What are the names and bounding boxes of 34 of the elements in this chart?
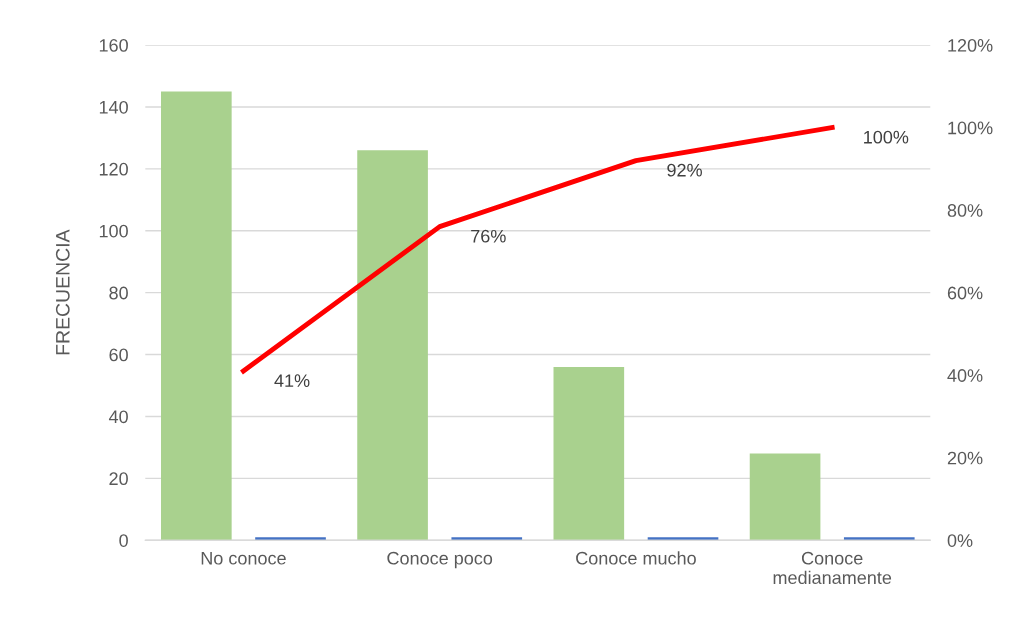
y2-tick-label: 60% (947, 286, 983, 300)
bar (749, 453, 821, 541)
data-label: 92% (667, 163, 702, 177)
line-series (240, 125, 835, 374)
y2-tick-label: 0% (947, 534, 973, 547)
bar (451, 537, 523, 541)
y2-tick-label: 40% (947, 369, 983, 382)
bar (553, 366, 625, 541)
y2-tick-label: 20% (947, 451, 983, 465)
x-tick-label: No conoce (201, 552, 286, 565)
bar (161, 91, 232, 541)
y2-tick-label: 120% (948, 39, 993, 52)
x-tick-label: Conoce mucho (576, 551, 696, 565)
bar (357, 150, 428, 541)
y2-tick-label: 100% (948, 121, 993, 135)
data-label: 76% (471, 229, 506, 243)
y-tick-label: 160 (99, 39, 128, 52)
data-label: 100% (864, 130, 909, 144)
y-tick-label: 100 (99, 224, 128, 238)
y-tick-label: 0 (119, 534, 128, 547)
y2-tick-label: 80% (947, 204, 983, 217)
y-tick-label: 120 (99, 162, 128, 176)
y-axis-title: FRECUENCIA (55, 229, 70, 355)
y-tick-label: 80 (109, 286, 128, 300)
y-tick-label: 60 (109, 348, 128, 362)
y-tick-label: 140 (99, 100, 128, 114)
data-label: 41% (274, 374, 310, 387)
x-tick-label: Conoce poco (387, 551, 493, 569)
bar (647, 537, 719, 541)
bar (843, 537, 915, 541)
x-tick-label: Conoce medianamente (773, 551, 892, 585)
y-tick-label: 40 (108, 410, 128, 424)
bar (255, 537, 326, 541)
y-tick-label: 20 (109, 472, 128, 486)
